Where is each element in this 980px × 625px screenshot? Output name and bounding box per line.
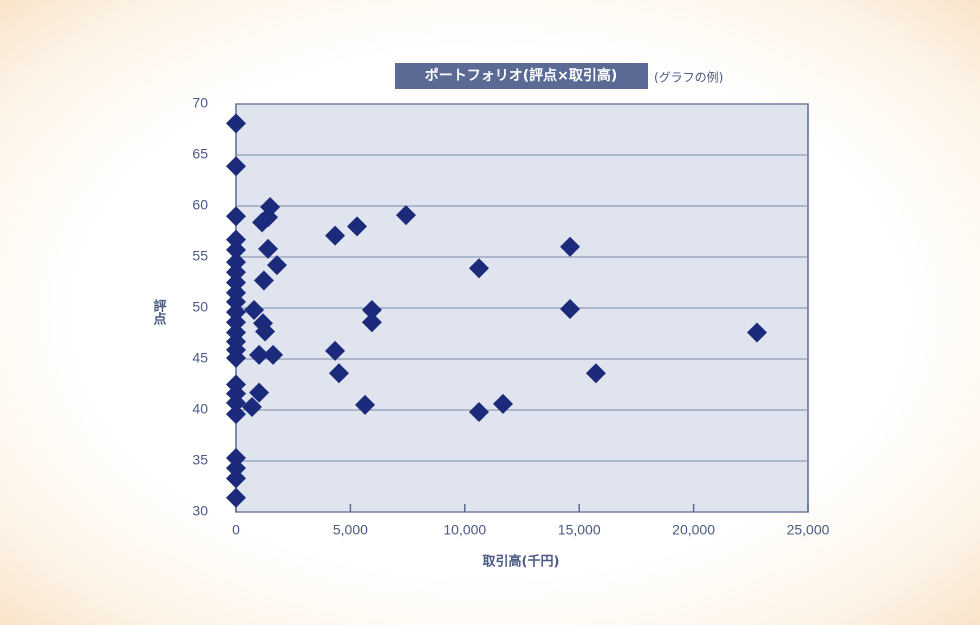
point <box>226 239 246 260</box>
point <box>468 402 489 423</box>
chart-title: ポートフォリオ(評点×取引高) <box>425 67 618 84</box>
point <box>226 468 246 489</box>
x-tick-label: 10,000 <box>443 522 486 538</box>
point <box>226 447 246 468</box>
y-tick-label: 55 <box>192 248 208 264</box>
point <box>226 206 246 227</box>
point <box>361 300 382 321</box>
x-axis-label: 取引高(千円) <box>483 554 560 570</box>
point <box>242 396 263 417</box>
point <box>493 393 514 414</box>
point <box>226 252 246 273</box>
point <box>361 312 382 333</box>
x-tick-label: 15,000 <box>558 522 601 538</box>
point <box>355 394 376 415</box>
point <box>347 216 368 237</box>
point <box>263 344 284 365</box>
y-tick-label: 45 <box>192 350 208 366</box>
point <box>226 272 246 293</box>
point <box>746 322 767 343</box>
point <box>468 258 489 279</box>
point <box>585 363 606 384</box>
y-tick-label: 70 <box>192 95 208 111</box>
y-tick-label: 60 <box>192 197 208 213</box>
point <box>325 225 346 246</box>
point <box>266 255 287 276</box>
point <box>226 156 246 177</box>
point <box>226 262 246 283</box>
point <box>252 212 273 233</box>
point <box>244 300 265 321</box>
point <box>249 344 270 365</box>
title-box <box>395 63 648 89</box>
y-tick-label: 40 <box>192 401 208 417</box>
point <box>249 382 270 403</box>
point <box>226 487 246 508</box>
point <box>226 312 246 333</box>
point <box>226 458 246 479</box>
point <box>226 392 246 413</box>
y-tick-label: 50 <box>192 299 208 315</box>
point <box>395 205 416 226</box>
point <box>226 291 246 312</box>
y-tick-label: 65 <box>192 146 208 162</box>
x-tick-label: 20,000 <box>672 522 715 538</box>
y-axis-label: 評点 <box>151 298 167 326</box>
point <box>325 340 346 361</box>
x-tick-label: 0 <box>232 522 240 538</box>
chart-subtitle: (グラフの例) <box>654 71 723 85</box>
x-tick-label: 25,000 <box>787 522 830 538</box>
y-tick-label: 30 <box>192 503 208 519</box>
point <box>255 321 276 342</box>
x-tick-label: 5,000 <box>333 522 368 538</box>
point <box>258 238 279 259</box>
point <box>253 270 274 291</box>
point <box>328 363 349 384</box>
point <box>560 299 581 320</box>
point <box>226 404 246 425</box>
point <box>560 236 581 257</box>
point <box>226 229 246 250</box>
point <box>226 302 246 323</box>
point <box>226 347 246 368</box>
point <box>226 113 246 134</box>
y-tick-label: 35 <box>192 452 208 468</box>
